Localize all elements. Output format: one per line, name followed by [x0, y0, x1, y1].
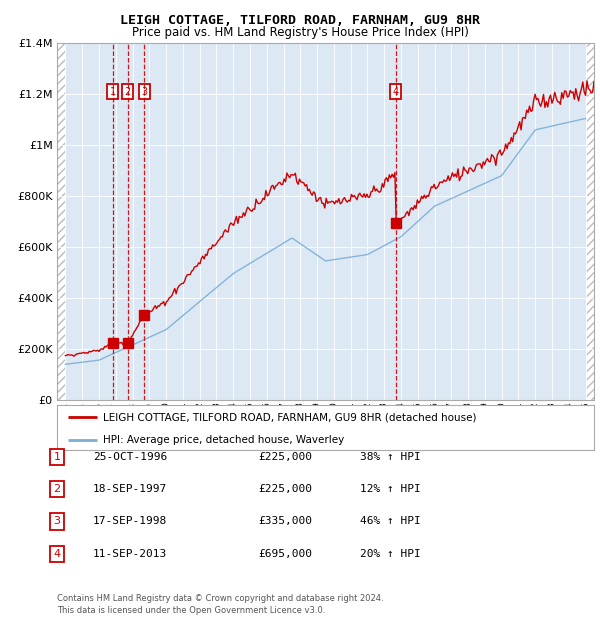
Text: 18-SEP-1997: 18-SEP-1997 [93, 484, 167, 494]
Bar [586, 43, 594, 400]
Text: 1: 1 [53, 452, 61, 462]
Text: 4: 4 [393, 87, 399, 97]
Text: £695,000: £695,000 [258, 549, 312, 559]
Text: 46% ↑ HPI: 46% ↑ HPI [360, 516, 421, 526]
Text: LEIGH COTTAGE, TILFORD ROAD, FARNHAM, GU9 8HR (detached house): LEIGH COTTAGE, TILFORD ROAD, FARNHAM, GU… [103, 412, 476, 422]
Text: Contains HM Land Registry data © Crown copyright and database right 2024.
This d: Contains HM Land Registry data © Crown c… [57, 594, 383, 615]
Text: 11-SEP-2013: 11-SEP-2013 [93, 549, 167, 559]
Text: 20% ↑ HPI: 20% ↑ HPI [360, 549, 421, 559]
Text: 4: 4 [53, 549, 61, 559]
Text: 2: 2 [53, 484, 61, 494]
Text: 38% ↑ HPI: 38% ↑ HPI [360, 452, 421, 462]
Text: LEIGH COTTAGE, TILFORD ROAD, FARNHAM, GU9 8HR: LEIGH COTTAGE, TILFORD ROAD, FARNHAM, GU… [120, 14, 480, 27]
Text: Price paid vs. HM Land Registry's House Price Index (HPI): Price paid vs. HM Land Registry's House … [131, 26, 469, 39]
Text: HPI: Average price, detached house, Waverley: HPI: Average price, detached house, Wave… [103, 435, 344, 445]
Text: 1: 1 [109, 87, 116, 97]
Text: £335,000: £335,000 [258, 516, 312, 526]
Text: 3: 3 [53, 516, 61, 526]
Text: 12% ↑ HPI: 12% ↑ HPI [360, 484, 421, 494]
Text: 2: 2 [125, 87, 131, 97]
Text: £225,000: £225,000 [258, 452, 312, 462]
Bar [57, 43, 65, 400]
Text: 3: 3 [142, 87, 148, 97]
Text: £225,000: £225,000 [258, 484, 312, 494]
Text: 25-OCT-1996: 25-OCT-1996 [93, 452, 167, 462]
Text: 17-SEP-1998: 17-SEP-1998 [93, 516, 167, 526]
